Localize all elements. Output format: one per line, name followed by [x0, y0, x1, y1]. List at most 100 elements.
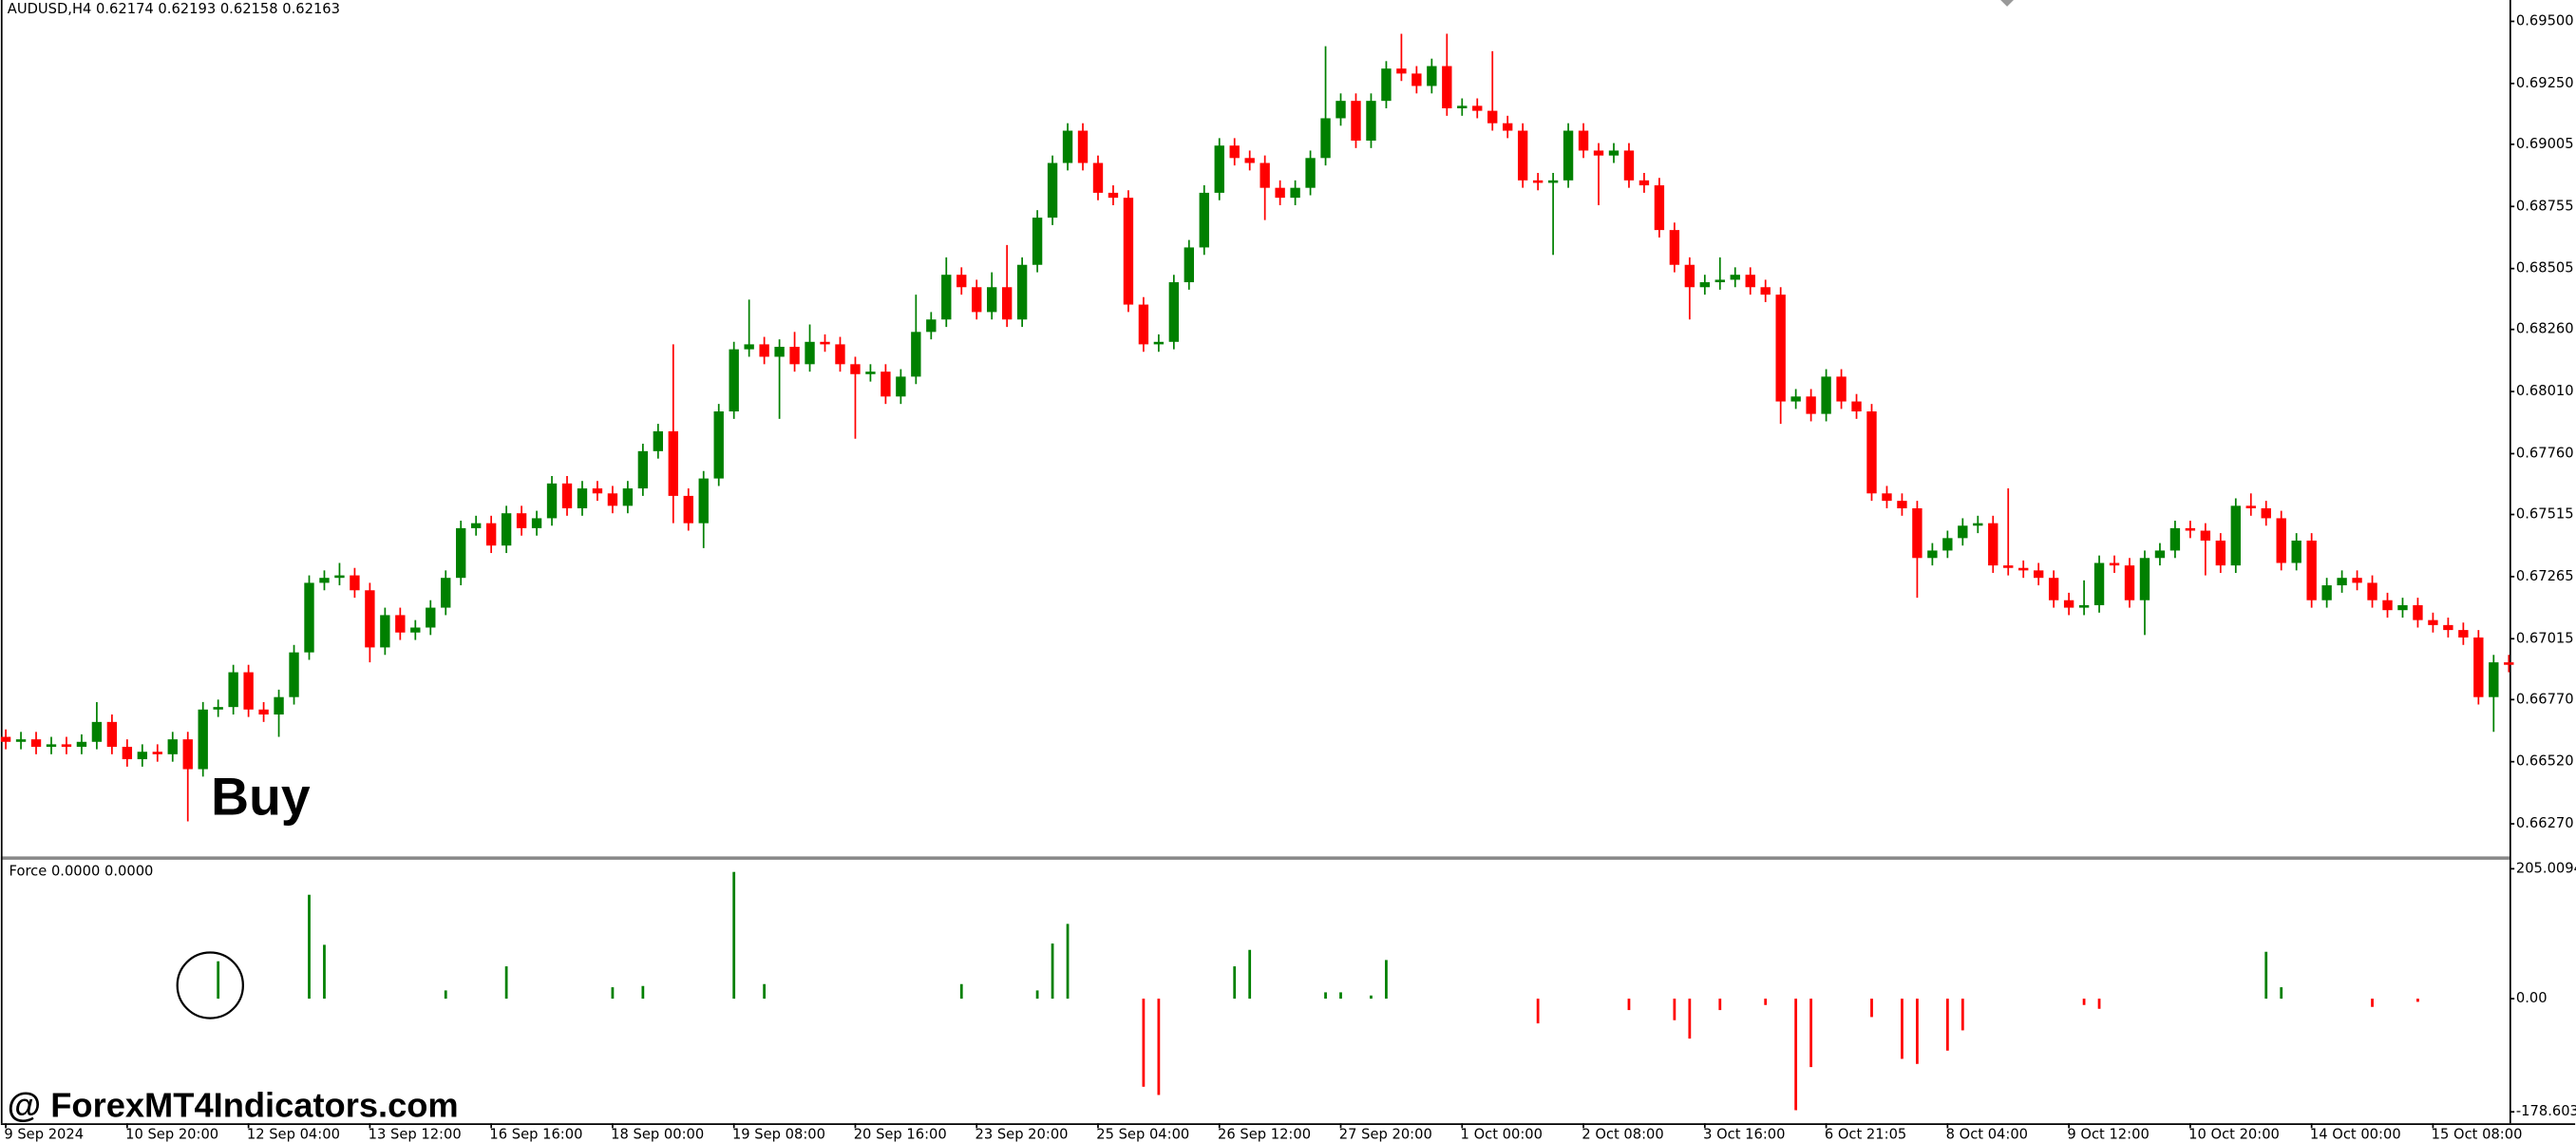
candle-body: [2397, 604, 2408, 611]
candle-body: [1062, 130, 1073, 163]
symbol-header: AUDUSD,H4 0.62174 0.62193 0.62158 0.6216…: [8, 1, 340, 17]
y-tick-label: 0.69250: [2516, 75, 2574, 91]
candle-body: [2200, 530, 2211, 541]
histogram-bar: [1536, 999, 1540, 1024]
candle-body: [485, 523, 497, 546]
candle-body: [1138, 304, 1149, 345]
candle-body: [1684, 264, 1695, 288]
candle-body: [1153, 341, 1165, 345]
candle-body: [1457, 105, 1468, 109]
histogram-bar: [1718, 999, 1722, 1011]
histogram-bar: [1051, 943, 1054, 1000]
candle-body: [1366, 101, 1376, 141]
histogram-bar: [1339, 992, 1342, 1000]
candle-body: [1001, 287, 1013, 320]
y-tick-label: 0.67265: [2516, 568, 2574, 584]
candle-body: [61, 744, 72, 747]
candle-body: [2291, 540, 2301, 563]
candle-body: [1775, 295, 1786, 402]
candle-body: [91, 721, 103, 742]
candle-body: [2093, 562, 2105, 605]
candle-body: [1821, 376, 1831, 414]
y-tick-label: 0.66770: [2516, 691, 2574, 707]
candle-body: [426, 607, 436, 628]
candle-body: [881, 371, 891, 397]
candle-body: [759, 344, 769, 357]
candle-body: [1654, 185, 1665, 231]
candle-body: [1032, 218, 1043, 265]
histogram-bar: [323, 944, 326, 1000]
candle-body: [243, 672, 254, 710]
candle-body: [987, 287, 997, 313]
candle-body: [2215, 540, 2226, 566]
candle-body: [319, 578, 330, 583]
y-tick-label: 0.68010: [2516, 383, 2574, 399]
y-tick-label: 0.68755: [2516, 198, 2574, 214]
histogram-bar: [763, 983, 767, 1000]
candle-body: [896, 376, 906, 397]
candle-body: [850, 364, 861, 374]
candle-body: [15, 739, 27, 742]
candle-body: [2018, 567, 2029, 571]
candle-body: [1503, 123, 1513, 131]
histogram-bar: [1157, 999, 1161, 1095]
shift-marker: [2000, 0, 2014, 7]
candle-body: [1912, 507, 1923, 559]
candle-body: [2473, 637, 2484, 697]
candle-body: [198, 709, 208, 770]
x-tick-label: 15 Oct 08:00: [2432, 1126, 2523, 1142]
candle-body: [1532, 180, 1544, 183]
histogram-bar: [2371, 999, 2374, 1007]
histogram-bar: [2416, 999, 2419, 1002]
candle-body: [1411, 73, 1422, 86]
y-tick-label: 0.69005: [2516, 136, 2574, 152]
candle-body: [1563, 130, 1574, 181]
watermark: @ ForexMT4Indicators.com: [8, 1085, 459, 1124]
x-tick-label: 2 Oct 08:00: [1582, 1126, 1663, 1142]
x-tick-label: 12 Sep 04:00: [247, 1126, 340, 1142]
candle-body: [1123, 198, 1134, 305]
candle-body: [1229, 145, 1240, 159]
candle-body: [2033, 570, 2044, 579]
y-tick-label: 0.67015: [2516, 630, 2574, 646]
histogram-bar: [1324, 992, 1327, 1000]
candle-body: [2337, 578, 2347, 586]
candle-body: [820, 341, 830, 345]
histogram-bar: [217, 961, 220, 1000]
y-tick-label: 0.66520: [2516, 753, 2574, 770]
candle-body: [0, 736, 11, 742]
candle-body: [2306, 540, 2317, 600]
candle-body: [274, 696, 284, 715]
candle-body: [1260, 162, 1270, 188]
buy-annotation: Buy: [211, 767, 311, 826]
candle-body: [698, 478, 709, 524]
histogram-bar: [2082, 999, 2086, 1005]
x-tick-label: 25 Sep 04:00: [1096, 1126, 1189, 1142]
candle-body: [2413, 604, 2423, 620]
candle-body: [289, 652, 299, 697]
candle-body: [1244, 158, 1255, 163]
candle-body: [622, 488, 634, 506]
candle-body: [1958, 525, 1968, 539]
candle-body: [152, 752, 162, 754]
candle-body: [2321, 585, 2332, 600]
signal-circle: [176, 951, 244, 1019]
histogram-bar: [1233, 966, 1237, 1000]
candle-body: [546, 483, 558, 519]
candle-body: [2428, 619, 2438, 625]
candle-body: [1214, 145, 1224, 193]
candle-body: [2245, 505, 2256, 508]
candle-body: [182, 739, 193, 770]
candle-body: [2139, 558, 2150, 600]
x-tick-label: 27 Sep 20:00: [1339, 1126, 1432, 1142]
candle-body: [1199, 192, 1209, 248]
histogram-bar: [1870, 999, 1873, 1018]
candle-body: [1608, 150, 1619, 156]
candle-body: [470, 523, 482, 528]
candle-body: [2048, 578, 2059, 600]
candle-body: [1517, 130, 1528, 181]
candle-body: [1275, 187, 1285, 199]
candle-body: [76, 741, 87, 747]
candle-body: [516, 513, 527, 528]
